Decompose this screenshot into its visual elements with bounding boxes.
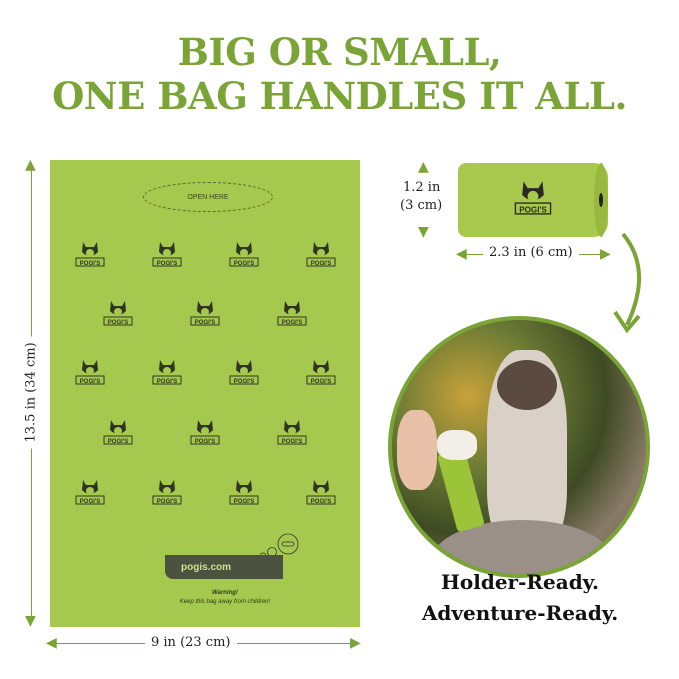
svg-text:POGI'S: POGI'S [234,261,254,267]
tagline-line-1: Holder-Ready. [441,570,599,594]
svg-text:POGI'S: POGI'S [108,439,128,445]
svg-text:POGI'S: POGI'S [108,320,128,326]
arrow-down-icon: ▼ [418,224,429,240]
svg-text:POGI'S: POGI'S [157,499,177,505]
svg-text:POGI'S: POGI'S [195,439,215,445]
pogis-logo-icon: POGI'S [304,476,338,510]
svg-text:POGI'S: POGI'S [80,261,100,267]
arrow-left-icon: ◀ [456,246,467,262]
pogis-logo-icon: POGI'S [73,238,107,272]
curved-arrow-icon [613,232,642,334]
svg-text:POGI'S: POGI'S [282,439,302,445]
website-label: pogis.com [165,555,283,579]
roll-height-label-1: 1.2 in [403,180,441,195]
svg-text:POGI'S: POGI'S [195,320,215,326]
svg-text:POGI'S: POGI'S [282,320,302,326]
bag-roll: POGI'S [458,163,608,237]
headline-line-2: ONE BAG HANDLES IT ALL. [52,74,627,118]
arrow-right-icon: ▶ [600,246,611,262]
pogis-logo-icon: POGI'S [150,356,184,390]
svg-text:POGI'S: POGI'S [157,379,177,385]
pogis-logo-icon: POGI'S [275,297,309,331]
svg-text:POGI'S: POGI'S [519,206,547,215]
dog-photo [388,316,650,578]
svg-text:POGI'S: POGI'S [80,379,100,385]
svg-text:POGI'S: POGI'S [234,379,254,385]
arrow-up-icon: ▲ [418,159,429,175]
pogis-logo-icon: POGI'S [101,416,135,450]
pogis-logo-icon: POGI'S [514,181,552,215]
pogis-logo-icon: POGI'S [188,297,222,331]
pogis-logo-icon: POGI'S [188,416,222,450]
arrow-up-icon: ▲ [25,157,36,173]
headline-line-1: BIG OR SMALL, [177,30,502,74]
pogis-logo-icon: POGI'S [275,416,309,450]
svg-text:POGI'S: POGI'S [311,261,331,267]
warning-title: Warning! [212,590,238,596]
arrow-left-icon: ◀ [46,635,57,651]
pogis-logo-icon: POGI'S [227,356,261,390]
roll-height-label-2: (3 cm) [400,198,443,213]
pogis-logo-icon: POGI'S [101,297,135,331]
tagline-line-2: Adventure-Ready. [421,601,619,625]
pogis-logo-icon: POGI'S [227,238,261,272]
roll-width-label: 2.3 in (6 cm) [483,245,579,260]
pogis-logo-icon: POGI'S [73,356,107,390]
pogis-logo-icon: POGI'S [150,238,184,272]
svg-text:POGI'S: POGI'S [311,499,331,505]
pogis-logo-icon: POGI'S [227,476,261,510]
svg-text:POGI'S: POGI'S [157,261,177,267]
svg-text:POGI'S: POGI'S [234,499,254,505]
pogis-logo-icon: POGI'S [304,238,338,272]
arrow-down-icon: ▼ [25,613,36,629]
svg-text:POGI'S: POGI'S [311,379,331,385]
warning-text: Keep this bag away from children! [179,599,271,605]
open-here-label: OPEN HERE [143,182,273,212]
pogis-logo-icon: POGI'S [150,476,184,510]
bag-height-label: 13.5 in (34 cm) [23,336,39,449]
bag-illustration: OPEN HERE POGI'S POGI'S POGI'S POGI'S POGI'S… [50,160,360,627]
svg-text:POGI'S: POGI'S [80,499,100,505]
bag-width-label: 9 in (23 cm) [145,635,237,650]
pogis-logo-icon: POGI'S [73,476,107,510]
pogis-logo-icon: POGI'S [304,356,338,390]
arrow-right-icon: ▶ [350,635,361,651]
